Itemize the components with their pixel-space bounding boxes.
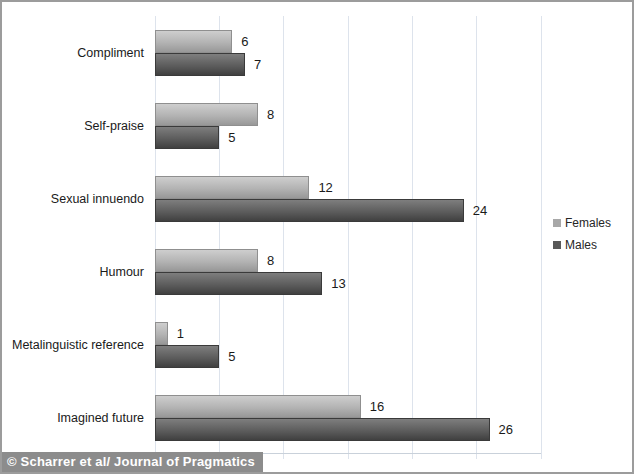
- bar-line-males-sexual-innuendo: 24: [155, 199, 541, 222]
- category-label-sexual-innuendo: Sexual innuendo: [2, 162, 149, 235]
- category-axis-labels: ComplimentSelf-praiseSexual innuendoHumo…: [2, 16, 149, 454]
- value-label-males-self-praise: 5: [228, 131, 235, 144]
- bar-rows: 67851224813151626: [155, 16, 541, 454]
- bar-line-males-self-praise: 5: [155, 126, 541, 149]
- bar-group-sexual-innuendo: 12 24: [155, 162, 541, 235]
- value-label-males-sexual-innuendo: 24: [473, 204, 487, 217]
- bar-line-females-compliment: 6: [155, 30, 541, 53]
- legend-item-males: Males: [553, 239, 611, 251]
- bar-group-imagined-future: 1626: [155, 381, 541, 454]
- bar-line-females-metalinguistic-reference: 1: [155, 322, 541, 345]
- bar-line-males-imagined-future: 26: [155, 418, 541, 441]
- bar-group-metalinguistic-reference: 15: [155, 308, 541, 381]
- bar-males-imagined-future: [155, 418, 490, 441]
- bar-males-humour: [155, 272, 322, 295]
- value-label-females-imagined-future: 16: [370, 400, 384, 413]
- bar-line-females-humour: 8: [155, 249, 541, 272]
- legend-label-males: Males: [565, 239, 597, 251]
- bar-females-metalinguistic-reference: [155, 322, 168, 345]
- bar-line-females-self-praise: 8: [155, 103, 541, 126]
- value-label-males-imagined-future: 26: [499, 423, 513, 436]
- category-label-self-praise: Self-praise: [2, 89, 149, 162]
- bar-group-compliment: 67: [155, 16, 541, 89]
- plot-area: 67851224813151626: [155, 16, 541, 454]
- value-label-males-compliment: 7: [254, 58, 261, 71]
- legend: Females Males: [553, 217, 611, 251]
- bar-females-sexual-innuendo: [155, 176, 309, 199]
- bar-males-self-praise: [155, 126, 219, 149]
- bar-males-metalinguistic-reference: [155, 345, 219, 368]
- bar-line-females-sexual-innuendo: 12: [155, 176, 541, 199]
- bar-group-humour: 8 13: [155, 235, 541, 308]
- legend-item-females: Females: [553, 217, 611, 229]
- value-label-males-metalinguistic-reference: 5: [228, 350, 235, 363]
- legend-label-females: Females: [565, 217, 611, 229]
- category-label-humour: Humour: [2, 235, 149, 308]
- chart-frame: ComplimentSelf-praiseSexual innuendoHumo…: [0, 0, 634, 474]
- category-label-metalinguistic-reference: Metalinguistic reference: [2, 308, 149, 381]
- bar-females-imagined-future: [155, 395, 361, 418]
- legend-marker-males: [553, 241, 561, 249]
- value-label-females-metalinguistic-reference: 1: [177, 327, 184, 340]
- category-label-compliment: Compliment: [2, 16, 149, 89]
- bar-line-males-metalinguistic-reference: 5: [155, 345, 541, 368]
- bar-group-self-praise: 85: [155, 89, 541, 162]
- bar-males-compliment: [155, 53, 245, 76]
- bar-females-compliment: [155, 30, 232, 53]
- category-label-imagined-future: Imagined future: [2, 381, 149, 454]
- value-label-females-humour: 8: [267, 254, 274, 267]
- value-label-females-compliment: 6: [241, 35, 248, 48]
- credit-banner: © Scharrer et al/ Journal of Pragmatics: [2, 452, 263, 472]
- bar-line-females-imagined-future: 16: [155, 395, 541, 418]
- bar-line-males-compliment: 7: [155, 53, 541, 76]
- bar-males-sexual-innuendo: [155, 199, 464, 222]
- bar-females-self-praise: [155, 103, 258, 126]
- bar-females-humour: [155, 249, 258, 272]
- value-label-males-humour: 13: [331, 277, 345, 290]
- value-label-females-sexual-innuendo: 12: [318, 181, 332, 194]
- value-label-females-self-praise: 8: [267, 108, 274, 121]
- bar-line-males-humour: 13: [155, 272, 541, 295]
- legend-marker-females: [553, 219, 561, 227]
